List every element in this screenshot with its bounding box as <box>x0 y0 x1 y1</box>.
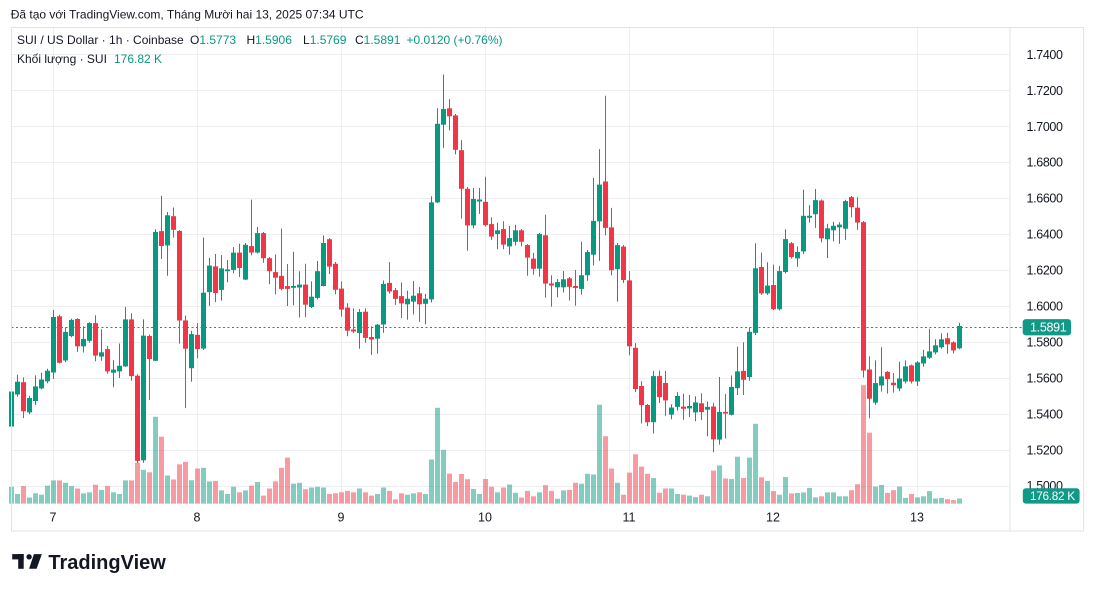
svg-text:7: 7 <box>50 511 57 525</box>
svg-text:1.5600: 1.5600 <box>1027 371 1064 385</box>
svg-text:1.6400: 1.6400 <box>1027 228 1064 242</box>
svg-text:H1.5906: H1.5906 <box>247 33 293 47</box>
svg-text:1.5800: 1.5800 <box>1027 335 1064 349</box>
svg-text:8: 8 <box>194 511 201 525</box>
svg-text:1.6800: 1.6800 <box>1027 156 1064 170</box>
svg-text:L1.5769: L1.5769 <box>303 33 347 47</box>
svg-text:1.7000: 1.7000 <box>1027 120 1064 134</box>
svg-text:1.7400: 1.7400 <box>1027 48 1064 62</box>
svg-text:TradingView: TradingView <box>48 552 166 574</box>
svg-text:1.5200: 1.5200 <box>1027 443 1064 457</box>
svg-text:(+0.76%): (+0.76%) <box>454 33 503 47</box>
svg-text:176.82 K: 176.82 K <box>1030 489 1075 503</box>
svg-text:12: 12 <box>766 511 780 525</box>
svg-text:11: 11 <box>623 511 636 525</box>
svg-text:1.6200: 1.6200 <box>1027 264 1064 278</box>
svg-text:1.5891: 1.5891 <box>1030 321 1067 335</box>
svg-text:O1.5773: O1.5773 <box>190 33 236 47</box>
svg-text:9: 9 <box>338 511 345 525</box>
svg-text:Khối lượng · SUI: Khối lượng · SUI <box>17 52 107 66</box>
svg-text:Đã tạo với TradingView.com, Th: Đã tạo với TradingView.com, Tháng Mười h… <box>11 8 364 22</box>
svg-text:176.82 K: 176.82 K <box>114 52 162 66</box>
svg-text:SUI / US Dollar · 1h · Coinbas: SUI / US Dollar · 1h · Coinbase <box>17 33 184 47</box>
svg-text:+0.0120: +0.0120 <box>407 33 451 47</box>
svg-text:1.7200: 1.7200 <box>1027 84 1064 98</box>
svg-text:10: 10 <box>478 511 492 525</box>
svg-text:C1.5891: C1.5891 <box>355 33 401 47</box>
svg-text:13: 13 <box>910 511 924 525</box>
svg-text:1.6000: 1.6000 <box>1027 300 1064 314</box>
svg-text:1.6600: 1.6600 <box>1027 192 1064 206</box>
svg-text:1.5400: 1.5400 <box>1027 407 1064 421</box>
